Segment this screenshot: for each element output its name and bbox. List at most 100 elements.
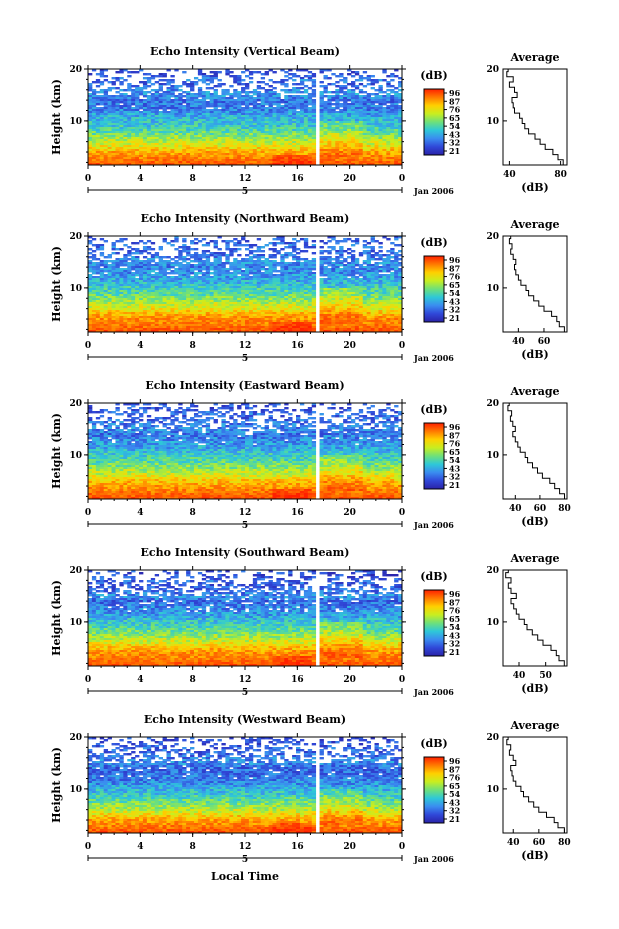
- heatmap-cell: [241, 123, 246, 126]
- heatmap-cell: [311, 81, 317, 84]
- heatmap-cell: [88, 119, 93, 122]
- heatmap-cell: [237, 133, 242, 136]
- heatmap-cell: [245, 145, 250, 148]
- heatmap-cell: [382, 127, 387, 130]
- heatmap-cell: [303, 145, 309, 148]
- heatmap-cell: [272, 270, 277, 273]
- heatmap-cell: [354, 71, 360, 74]
- heatmap-cell: [190, 119, 195, 122]
- heatmap-cell: [209, 131, 215, 134]
- heatmap-cell: [209, 87, 215, 90]
- heatmap-cell: [193, 107, 199, 110]
- heatmap-cell: [197, 115, 203, 118]
- heatmap-cell: [162, 139, 167, 142]
- heatmap-cell: [209, 254, 215, 257]
- heatmap-cell: [288, 264, 293, 267]
- heatmap-cell: [307, 107, 313, 110]
- heatmap-cell: [237, 75, 242, 78]
- heatmap-cell: [103, 99, 109, 102]
- heatmap-cell: [268, 145, 273, 148]
- heatmap-cell: [170, 75, 175, 78]
- heatmap-cell: [323, 155, 328, 158]
- heatmap-cell: [264, 141, 269, 144]
- heatmap-cell: [201, 268, 207, 271]
- heatmap-cell: [288, 135, 293, 138]
- heatmap-cell: [307, 264, 313, 267]
- heatmap-cell: [190, 137, 195, 140]
- heatmap-cell: [213, 125, 218, 128]
- heatmap-cell: [131, 260, 136, 263]
- heatmap-cell: [142, 151, 148, 154]
- heatmap-cell: [358, 121, 364, 124]
- heatmap-cell: [272, 93, 277, 96]
- heatmap-cell: [382, 151, 387, 154]
- heatmap-cell: [358, 119, 364, 122]
- heatmap-cell: [91, 81, 97, 84]
- heatmap-cell: [135, 260, 140, 263]
- heatmap-cell: [88, 135, 93, 138]
- heatmap-cell: [398, 129, 403, 132]
- heatmap-cell: [350, 264, 356, 267]
- heatmap-cell: [146, 119, 152, 122]
- heatmap-cell: [248, 131, 254, 134]
- heatmap-cell: [366, 113, 372, 116]
- heatmap-cell: [182, 141, 187, 144]
- heatmap-cell: [331, 133, 336, 136]
- heatmap-cell: [95, 113, 101, 116]
- heatmap-cell: [398, 125, 403, 128]
- heatmap-cell: [264, 97, 269, 100]
- heatmap-cell: [166, 242, 171, 245]
- heatmap-cell: [217, 131, 222, 134]
- heatmap-cell: [343, 238, 348, 241]
- heatmap-cell: [229, 93, 234, 96]
- heatmap-cell: [331, 73, 336, 76]
- heatmap-cell: [335, 270, 340, 273]
- heatmap-cell: [288, 157, 293, 160]
- heatmap-cell: [88, 107, 93, 110]
- heatmap-cell: [115, 99, 120, 102]
- heatmap-cell: [162, 79, 167, 82]
- heatmap-cell: [146, 145, 152, 148]
- heatmap-cell: [99, 73, 105, 76]
- heatmap-cell: [245, 119, 250, 122]
- heatmap-cell: [347, 143, 352, 146]
- heatmap-cell: [256, 105, 262, 108]
- heatmap-cell: [99, 264, 105, 267]
- heatmap-cell: [288, 143, 293, 146]
- heatmap-cell: [256, 123, 262, 126]
- heatmap-cell: [142, 135, 148, 138]
- heatmap-cell: [99, 119, 105, 122]
- heatmap-cell: [284, 157, 289, 160]
- heatmap-cell: [225, 103, 230, 106]
- heatmap-cell: [276, 252, 281, 255]
- heatmap-cell: [362, 161, 368, 164]
- heatmap-cell: [350, 85, 356, 88]
- heatmap-cell: [150, 266, 156, 269]
- heatmap-cell: [186, 127, 191, 130]
- heatmap-cell: [323, 111, 328, 114]
- heatmap-cell: [331, 83, 336, 86]
- heatmap-cell: [378, 155, 383, 158]
- heatmap-cell: [119, 238, 124, 241]
- heatmap-cell: [142, 77, 148, 80]
- heatmap-cell: [178, 119, 183, 122]
- heatmap-cell: [127, 141, 132, 144]
- heatmap-cell: [248, 252, 254, 255]
- heatmap-cell: [260, 135, 266, 138]
- heatmap-cell: [264, 103, 269, 106]
- heatmap-cell: [221, 127, 226, 130]
- heatmap-cell: [288, 147, 293, 150]
- heatmap-cell: [370, 250, 375, 253]
- heatmap-cell: [135, 99, 140, 102]
- heatmap-cell: [319, 266, 324, 269]
- heatmap-cell: [311, 119, 317, 122]
- heatmap-cell: [331, 141, 336, 144]
- heatmap-cell: [354, 145, 360, 148]
- heatmap-cell: [260, 153, 266, 156]
- heatmap-cell: [233, 147, 238, 150]
- heatmap-cell: [264, 149, 269, 152]
- heatmap-cell: [213, 254, 218, 257]
- heatmap-cell: [390, 135, 395, 138]
- heatmap-cell: [201, 250, 207, 253]
- heatmap-cell: [327, 256, 332, 259]
